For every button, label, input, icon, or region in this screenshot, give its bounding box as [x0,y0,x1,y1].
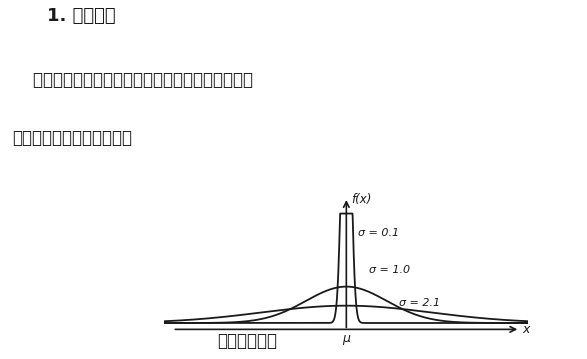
Text: μ: μ [342,332,350,345]
Text: 正态分布曲线: 正态分布曲线 [217,332,277,350]
Text: σ = 1.0: σ = 1.0 [369,265,410,275]
Text: 1. 正态分布: 1. 正态分布 [47,7,116,25]
Text: x: x [522,323,529,336]
Text: 正态分布是应用最多、最广泛的一种概率分布，而: 正态分布是应用最多、最广泛的一种概率分布，而 [12,71,253,89]
Text: σ = 0.1: σ = 0.1 [357,228,399,238]
Text: f(x): f(x) [351,193,372,206]
Text: 且是其他概率分布的基础。: 且是其他概率分布的基础。 [12,129,131,147]
Text: 正态分布曲线: 正态分布曲线 [217,332,277,350]
Text: σ = 2.1: σ = 2.1 [399,298,440,308]
